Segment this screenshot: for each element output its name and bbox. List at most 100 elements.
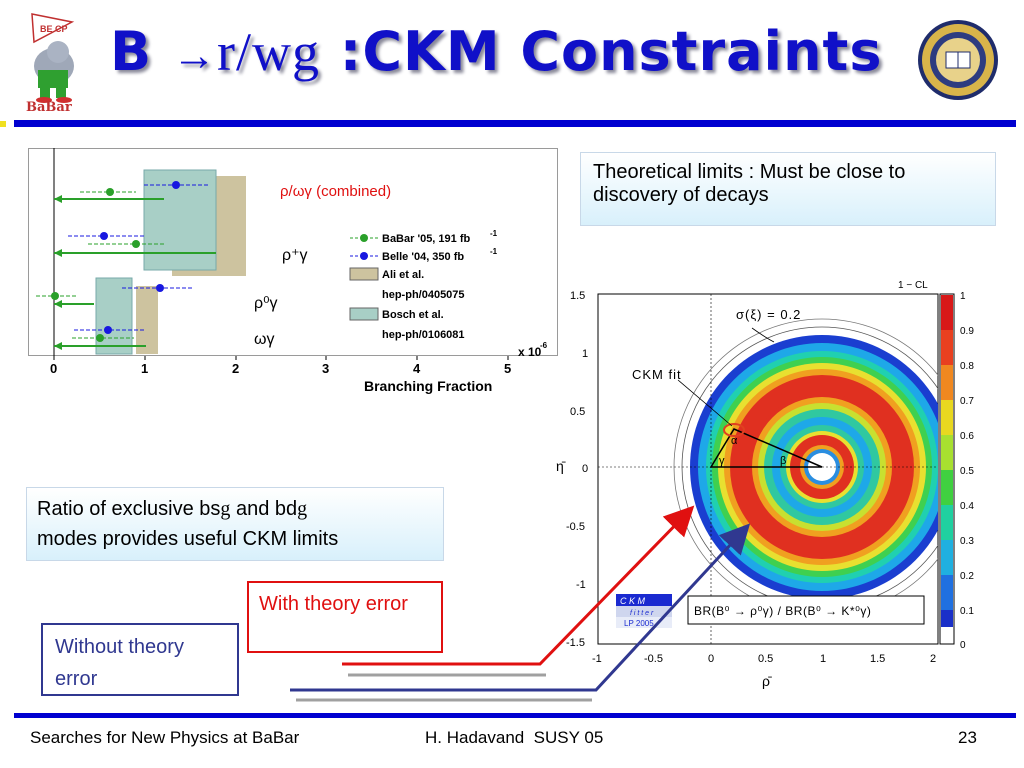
theory-limits-text: Theoretical limits : Must be close to di… <box>593 161 905 206</box>
y-tick-0-5: 0.5 <box>570 406 585 418</box>
ratio-label: BR(B⁰ → ρ⁰γ) / BR(B⁰ → K*⁰γ) <box>694 604 871 618</box>
university-seal-icon <box>916 18 1000 102</box>
babar-omega-point <box>96 334 104 342</box>
y-tick-neg-0-5: -0.5 <box>566 521 585 533</box>
row-label-rho0: ρ⁰γ <box>254 295 278 312</box>
x-tick-1-5: 1.5 <box>870 653 885 665</box>
belle-omega-point <box>104 326 112 334</box>
y-tick-1-5: 1.5 <box>570 290 585 302</box>
y-tick-0: 0 <box>582 463 588 475</box>
title-rest: :CKM Constraints <box>320 20 883 83</box>
babar-rho0-point <box>51 292 59 300</box>
title-arrow: → <box>172 31 217 80</box>
legend-ali-label: Ali et al. <box>382 269 424 281</box>
row-label-rho-plus: ρ⁺γ <box>282 247 308 264</box>
babar-flag-text: BE CP <box>40 24 68 34</box>
header-rule-accent <box>0 121 6 127</box>
ckm-fit-label: CKM fit <box>632 367 682 382</box>
x-tick-0: 0 <box>708 653 714 665</box>
babar-rho-plus-point <box>132 240 140 248</box>
legend-babar-marker <box>360 234 368 242</box>
x-tick-2: 2 <box>232 361 239 376</box>
colorbar-tick-1: 1 <box>960 291 966 302</box>
theory-limits-box: Theoretical limits : Must be close to di… <box>580 152 996 226</box>
legend-ali-ref: hep-ph/0405075 <box>382 289 465 301</box>
branching-fraction-chart: ρ/ωγ (combined) ρ⁺γ ρ⁰γ ωγ BaBar '05, 19… <box>28 148 558 398</box>
university-seal <box>916 18 1000 102</box>
footer-left: Searches for New Physics at BaBar <box>30 728 299 748</box>
colorbar-tick-0: 0 <box>960 640 966 651</box>
ratio-box: Ratio of exclusive bsg and bdg modes p… <box>26 487 444 561</box>
alpha-label: α <box>731 435 738 447</box>
header-rule <box>14 120 1016 127</box>
x-tick-5: 5 <box>504 361 511 376</box>
x-tick-neg-1: -1 <box>592 653 602 665</box>
legend-babar-label: BaBar '05, 191 fb <box>382 233 470 245</box>
colorbar-tick-06: 0.6 <box>960 431 974 442</box>
legend-bosch-box <box>350 308 378 320</box>
beta-label: β <box>780 455 786 467</box>
x-tick-0: 0 <box>50 361 57 376</box>
without-theory-text: Without theory error <box>55 636 184 690</box>
legend-bosch-ref: hep-ph/0106081 <box>382 329 465 341</box>
ckm-plot: CKM fit α γ β σ(ξ) = 0.2 1 − CL 1 0.9 0.… <box>556 276 990 698</box>
with-theory-text: With theory error <box>259 593 408 615</box>
slide-title: B →r/wg :CKM Constraints <box>110 20 882 83</box>
babar-combined-point <box>106 188 114 196</box>
babar-wordmark: BaBar <box>26 100 72 115</box>
bosch-box-rho0 <box>96 278 132 354</box>
belle-combined-point <box>172 181 180 189</box>
cl-label: 1 − CL <box>898 280 928 291</box>
legend-ali-box <box>350 268 378 280</box>
babar-logo: BE CP BaBar <box>14 8 94 114</box>
colorbar-tick-09: 0.9 <box>960 326 974 337</box>
x-scale-exp: -6 <box>540 341 548 350</box>
gamma-label: γ <box>719 455 725 467</box>
y-axis-label: η̄ <box>556 458 566 474</box>
colorbar-tick-03: 0.3 <box>960 536 974 547</box>
row-label-omega: ωγ <box>254 331 275 348</box>
legend-belle-label: Belle '04, 350 fb <box>382 251 464 263</box>
title-mid: r/wg <box>217 22 320 82</box>
x-scale: x 10 <box>518 345 542 359</box>
x-axis-label: Branching Fraction <box>364 378 492 394</box>
with-theory-box: With theory error <box>247 581 443 653</box>
branching-fraction-plot: ρ/ωγ (combined) ρ⁺γ ρ⁰γ ωγ BaBar '05, 19… <box>28 148 558 398</box>
footer-rule <box>14 713 1016 718</box>
x-tick-2: 2 <box>930 653 936 665</box>
colorbar-gradient <box>941 295 953 643</box>
ratio-box-g2: g <box>297 498 307 520</box>
y-tick-neg-1-5: -1.5 <box>566 637 585 649</box>
x-axis <box>54 356 508 360</box>
legend-babar-sup: -1 <box>490 229 498 238</box>
colorbar-tick-05: 0.5 <box>960 466 974 477</box>
belle-rho-plus-point <box>100 232 108 240</box>
y-tick-neg-1: -1 <box>576 579 586 591</box>
ratio-box-text-a: Ratio of exclusive bs <box>37 498 220 520</box>
ratio-box-line2: modes provides useful CKM limits <box>37 524 433 554</box>
ckmfitter-line2: f i t t e r <box>630 610 654 617</box>
colorbar-tick-02: 0.2 <box>960 571 974 582</box>
x-tick-1: 1 <box>820 653 826 665</box>
babar-elephant-icon: BE CP <box>14 8 94 114</box>
ckmfitter-line3: LP 2005 <box>624 619 654 628</box>
ckmfitter-line1: C K M <box>620 596 646 606</box>
x-tick-0-5: 0.5 <box>758 653 773 665</box>
without-theory-box: Without theory error <box>41 623 239 696</box>
ratio-box-g1: g <box>220 498 230 520</box>
x-tick-4: 4 <box>413 361 421 376</box>
colorbar-tick-07: 0.7 <box>960 396 974 407</box>
x-tick-3: 3 <box>322 361 329 376</box>
ratio-box-text-b: and bd <box>230 498 297 520</box>
sigma-label: σ(ξ) = 0.2 <box>736 307 801 322</box>
footer-page-number: 23 <box>958 728 977 748</box>
title-prefix: B <box>110 20 172 83</box>
belle-rho0-point <box>156 284 164 292</box>
colorbar-tick-04: 0.4 <box>960 501 974 512</box>
x-tick-1: 1 <box>141 361 148 376</box>
x-tick-neg-0-5: -0.5 <box>644 653 663 665</box>
combined-label: ρ/ωγ (combined) <box>280 183 391 200</box>
ratio-box-line1: Ratio of exclusive bsg and bdg <box>37 494 433 524</box>
legend-belle-sup: -1 <box>490 247 498 256</box>
x-axis-label: ρ̄ <box>762 673 772 689</box>
